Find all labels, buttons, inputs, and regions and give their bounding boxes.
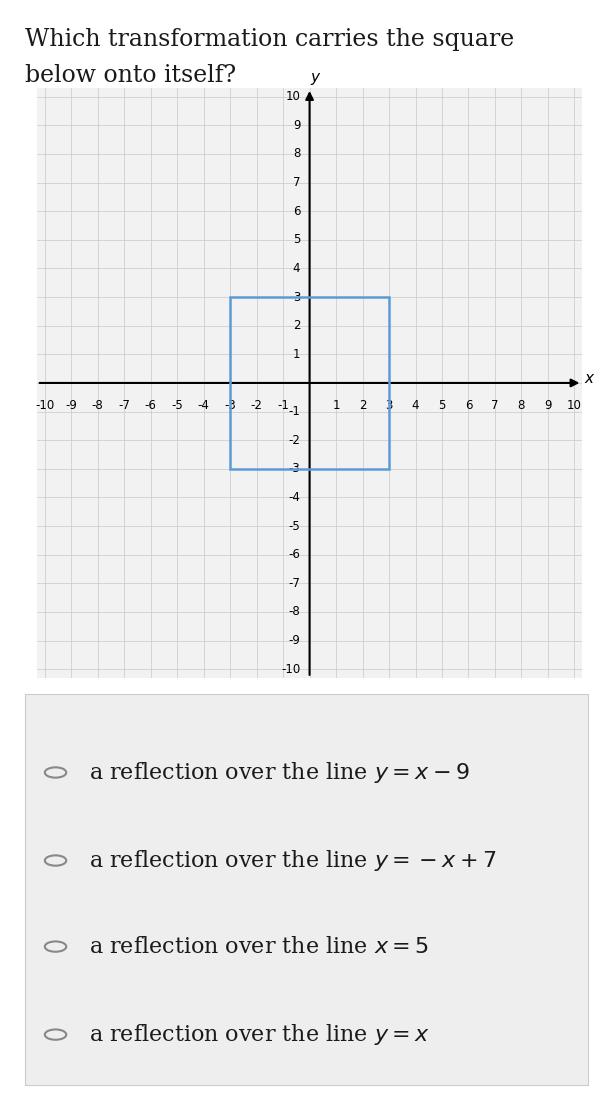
Text: -4: -4 [289, 490, 300, 504]
Text: -10: -10 [281, 662, 300, 676]
Text: -3: -3 [289, 463, 300, 475]
Bar [230, 298, 389, 468]
Text: 3: 3 [386, 399, 393, 412]
Text: 7: 7 [491, 399, 499, 412]
Text: 3: 3 [293, 291, 300, 303]
Text: Which transformation carries the square: Which transformation carries the square [25, 28, 514, 51]
Text: 4: 4 [293, 262, 300, 276]
Text: -7: -7 [118, 399, 130, 412]
Text: a reflection over the line $y = x - 9$: a reflection over the line $y = x - 9$ [89, 760, 470, 785]
Text: -8: -8 [289, 605, 300, 618]
Text: -5: -5 [171, 399, 183, 412]
Text: 8: 8 [293, 148, 300, 161]
Text: a reflection over the line $y = x$: a reflection over the line $y = x$ [89, 1023, 430, 1047]
Text: 10: 10 [286, 90, 300, 104]
Text: 9: 9 [293, 119, 300, 132]
Text: $x$: $x$ [584, 371, 595, 386]
Text: 6: 6 [293, 205, 300, 218]
Text: 1: 1 [332, 399, 340, 412]
Text: -2: -2 [251, 399, 262, 412]
Text: -1: -1 [277, 399, 289, 412]
Text: -10: -10 [35, 399, 55, 412]
Text: below onto itself?: below onto itself? [25, 64, 235, 87]
Text: 7: 7 [293, 176, 300, 190]
Text: -1: -1 [289, 406, 300, 418]
Text: -8: -8 [92, 399, 104, 412]
Text: 9: 9 [544, 399, 552, 412]
Text: $y$: $y$ [310, 71, 322, 87]
Text: -9: -9 [289, 634, 300, 647]
Text: -7: -7 [289, 576, 300, 590]
Text: 5: 5 [293, 234, 300, 247]
Text: 2: 2 [293, 320, 300, 332]
Text: a reflection over the line $y = -x + 7$: a reflection over the line $y = -x + 7$ [89, 849, 497, 873]
Text: -6: -6 [145, 399, 156, 412]
Text: 10: 10 [567, 399, 582, 412]
Text: -6: -6 [289, 548, 300, 561]
Text: -5: -5 [289, 519, 300, 532]
Text: -9: -9 [65, 399, 77, 412]
Text: 5: 5 [438, 399, 446, 412]
Text: -4: -4 [197, 399, 210, 412]
Text: 4: 4 [412, 399, 419, 412]
Text: 8: 8 [518, 399, 525, 412]
Text: a reflection over the line $x = 5$: a reflection over the line $x = 5$ [89, 936, 429, 958]
Text: 2: 2 [359, 399, 367, 412]
Text: -3: -3 [224, 399, 236, 412]
Text: -2: -2 [289, 434, 300, 446]
Text: 1: 1 [293, 348, 300, 360]
Text: 6: 6 [465, 399, 472, 412]
